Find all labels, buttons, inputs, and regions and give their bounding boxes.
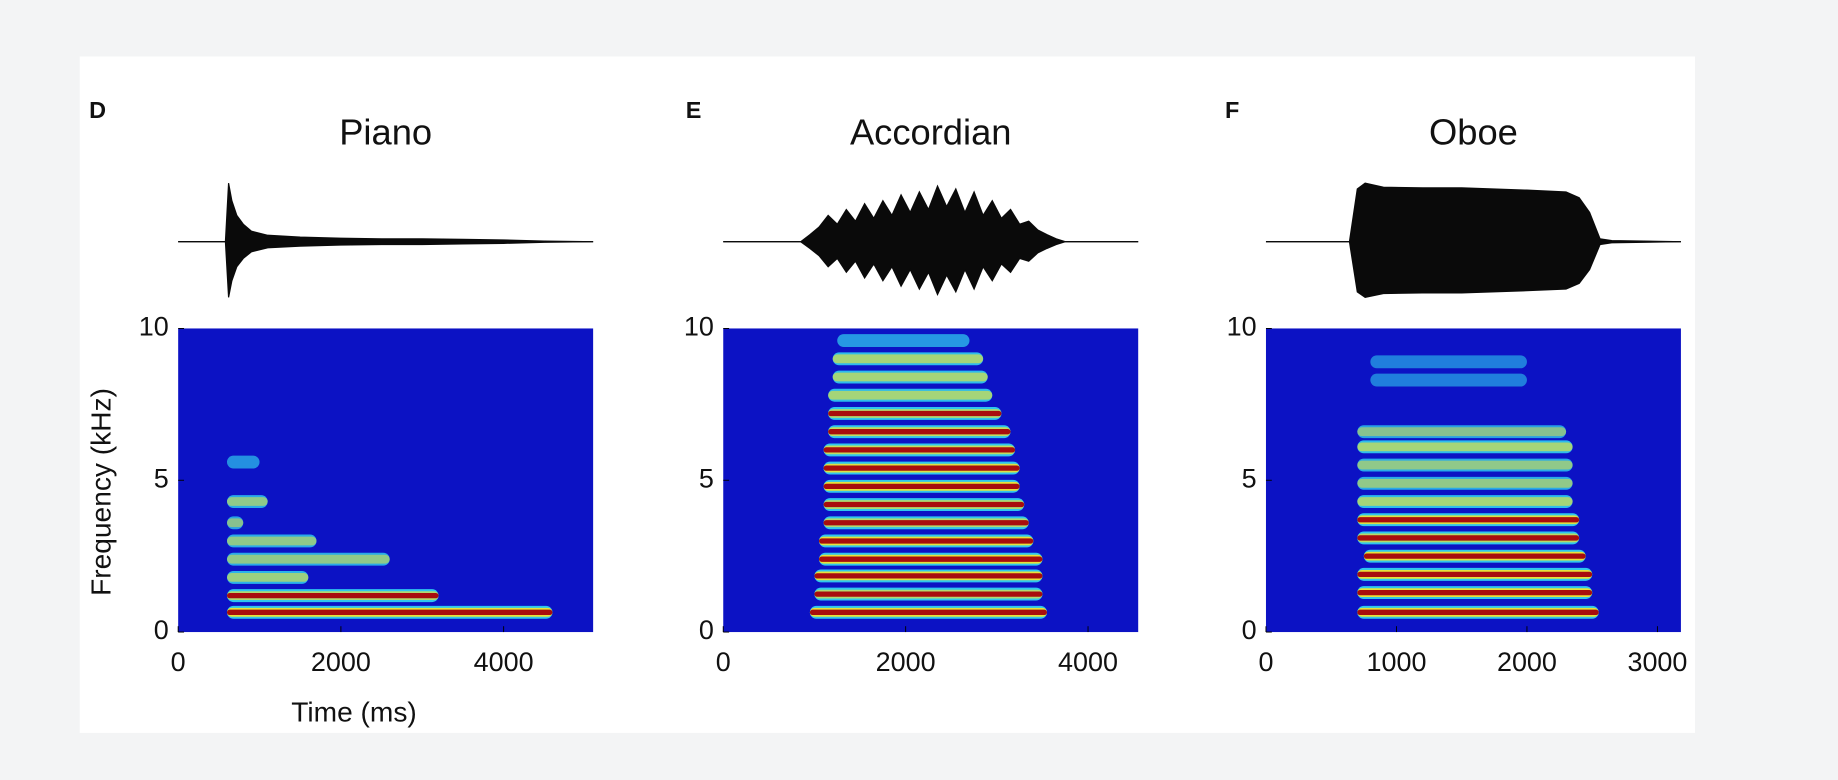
y-tick-label: 5	[699, 463, 714, 493]
x-tick-label: 2000	[1497, 647, 1557, 677]
harmonic-band	[832, 354, 984, 364]
harmonic-band	[1357, 427, 1567, 437]
y-tick-label: 10	[139, 312, 169, 342]
x-tick-label: 3000	[1627, 647, 1687, 677]
harmonic-band	[814, 573, 1043, 579]
spectrogram-background	[178, 328, 594, 633]
harmonic-band	[828, 410, 1002, 417]
x-tick-label: 4000	[1058, 647, 1118, 677]
harmonic-band	[226, 455, 260, 469]
harmonic-band	[226, 592, 439, 599]
harmonic-band	[226, 497, 268, 506]
panel-letter: F	[1225, 97, 1239, 123]
waveform	[178, 183, 594, 298]
waveform	[723, 184, 1139, 297]
harmonic-band	[1357, 442, 1573, 452]
harmonic-band	[1357, 571, 1593, 578]
harmonic-band	[819, 556, 1043, 562]
y-tick-label: 10	[684, 312, 714, 342]
harmonic-band	[837, 334, 970, 348]
y-tick-label: 0	[154, 615, 169, 645]
y-tick-label: 0	[1242, 615, 1257, 645]
harmonic-band	[226, 609, 553, 615]
harmonic-band	[809, 609, 1048, 615]
harmonic-band	[823, 483, 1020, 489]
panel-title: Piano	[339, 112, 432, 153]
harmonic-band	[226, 554, 390, 564]
waveform	[1265, 182, 1681, 299]
harmonic-band	[1370, 355, 1527, 369]
harmonic-band	[1357, 460, 1573, 470]
x-tick-label: 0	[171, 647, 186, 677]
panel-title: Oboe	[1429, 112, 1518, 153]
spectrogram-bands	[1357, 355, 1599, 619]
panel-title: Accordian	[850, 112, 1012, 153]
x-tick-label: 4000	[474, 647, 534, 677]
harmonic-band	[1363, 553, 1586, 559]
harmonic-band	[1357, 517, 1580, 523]
harmonic-band	[828, 429, 1011, 435]
y-tick-label: 5	[154, 463, 169, 493]
y-tick-label: 0	[699, 615, 714, 645]
x-tick-label: 0	[716, 647, 731, 677]
y-tick-label: 10	[1227, 312, 1257, 342]
x-tick-label: 2000	[311, 647, 371, 677]
x-tick-label: 2000	[876, 647, 936, 677]
harmonic-band	[1357, 478, 1573, 488]
harmonic-band	[226, 536, 317, 546]
harmonic-band	[226, 518, 244, 528]
harmonic-band	[1357, 535, 1580, 541]
x-tick-label: 1000	[1366, 647, 1426, 677]
spectrogram-bands	[226, 455, 553, 619]
spectrogram-bands	[809, 334, 1048, 619]
y-axis-label: Frequency (kHz)	[86, 388, 117, 596]
harmonic-band	[823, 465, 1020, 471]
harmonic-band	[1357, 589, 1593, 596]
harmonic-band	[832, 372, 988, 382]
harmonic-band	[814, 591, 1043, 597]
x-tick-label: 0	[1258, 647, 1273, 677]
harmonic-band	[1357, 609, 1599, 615]
harmonic-band	[828, 390, 993, 400]
panel-letter: E	[686, 97, 702, 123]
x-axis-label: Time (ms)	[291, 697, 417, 728]
harmonic-band	[226, 573, 309, 582]
harmonic-band	[1357, 497, 1573, 506]
harmonic-band	[819, 538, 1034, 544]
panel-letter: D	[89, 97, 106, 123]
harmonic-band	[1370, 373, 1527, 387]
y-tick-label: 5	[1242, 463, 1257, 493]
harmonic-band	[823, 501, 1025, 508]
harmonic-band	[823, 520, 1029, 526]
harmonic-band	[823, 447, 1016, 453]
